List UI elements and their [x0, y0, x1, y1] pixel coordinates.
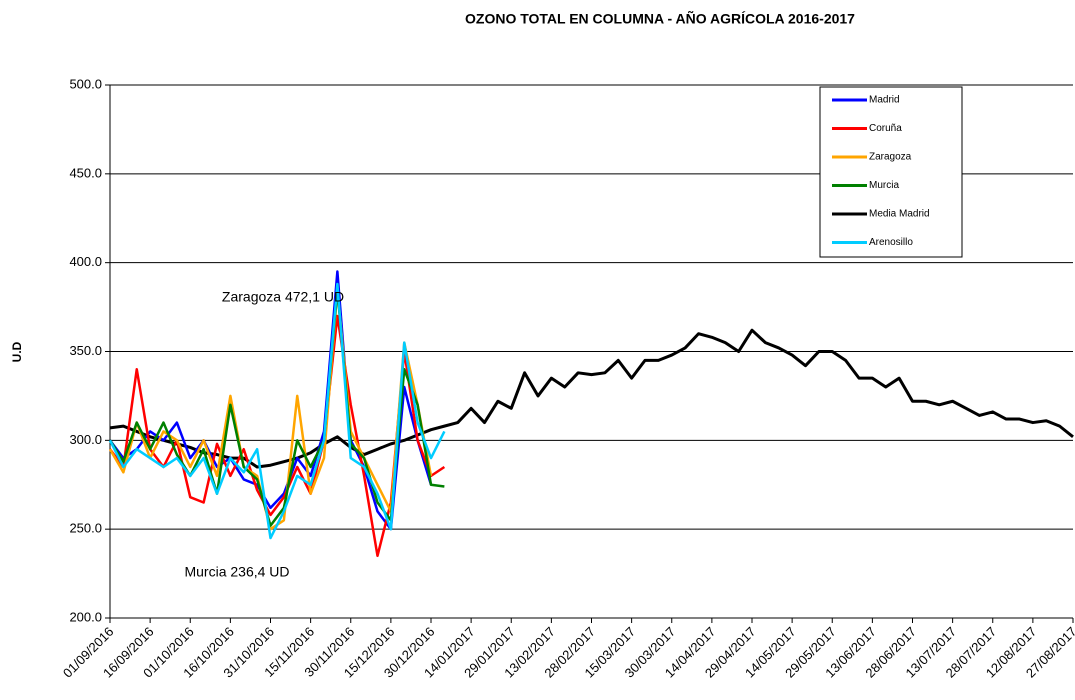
legend: Madrid Coruña Zaragoza Murcia Media Madrid Ar…	[819, 86, 963, 258]
legend-label: Arenosillo	[869, 237, 913, 248]
y-tick-label: 250.0	[69, 521, 102, 536]
legend-label: Madrid	[869, 95, 900, 106]
series-line	[108, 288, 445, 527]
y-axis-label: U.D	[10, 341, 24, 362]
annotation: Zaragoza 472,1 UD	[222, 289, 344, 305]
legend-label: Murcia	[869, 180, 899, 191]
chart-title: OZONO TOTAL EN COLUMNA - AÑO AGRÍCOLA 20…	[465, 10, 855, 27]
y-tick-label: 500.0	[69, 76, 102, 91]
series-line	[109, 328, 1074, 469]
y-tick-label: 400.0	[69, 254, 102, 269]
legend-label: Zaragoza	[869, 152, 912, 163]
series-line	[109, 270, 433, 531]
y-tick-label: 300.0	[69, 432, 102, 447]
legend-label: Coruña	[869, 123, 902, 134]
legend-label: Media Madrid	[869, 209, 930, 220]
series-line	[108, 288, 433, 531]
series-line	[109, 314, 446, 558]
series-line	[108, 282, 446, 540]
annotation: Murcia 236,4 UD	[184, 564, 289, 580]
y-tick-label: 450.0	[69, 165, 102, 180]
y-tick-label: 200.0	[69, 609, 102, 624]
y-tick-label: 350.0	[69, 343, 102, 358]
legend-box	[819, 86, 963, 258]
